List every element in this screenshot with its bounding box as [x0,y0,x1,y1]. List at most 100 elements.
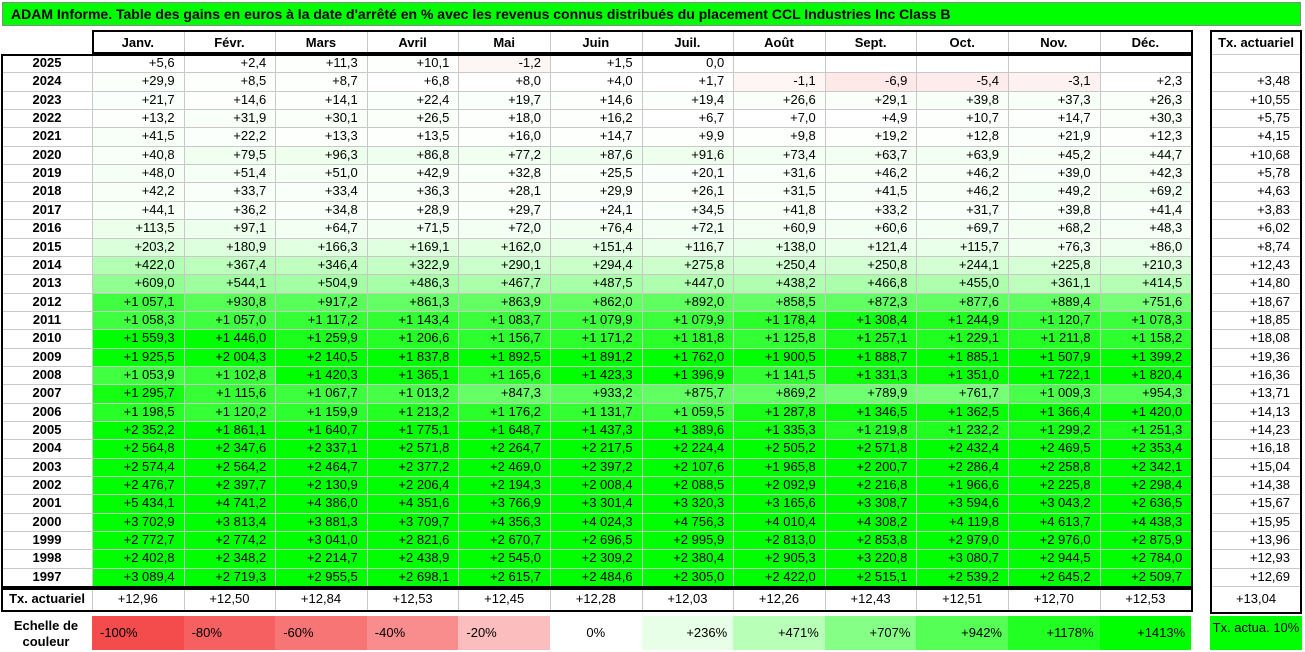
col-gridline [366,32,368,611]
table-cell: +1 013,2 [366,384,459,403]
table-cell: +4 438,3 [1099,512,1192,532]
row-gridline [2,586,1192,588]
row-gridline [2,255,1192,257]
table-cell: +250,8 [824,255,917,275]
table-cell: +41,8 [733,200,825,220]
table-cell: +4 386,0 [275,494,367,513]
table-cell [824,54,917,73]
table-cell: -6,9 [824,72,917,91]
table-cell: +863,9 [458,292,550,311]
table-cell: +87,6 [550,145,642,165]
year-label: 2011 [2,310,92,330]
table-cell: +1 211,8 [1008,329,1100,348]
table-cell: +29,9 [92,72,184,91]
year-rate-cell: +13,96 [1210,531,1302,550]
table-cell: +2 813,0 [733,531,825,550]
month-rate-cell: +12,43 [824,588,917,611]
table-cell: +2 484,6 [550,567,642,587]
col-gridline [275,32,277,611]
year-rate-cell: +18,08 [1210,329,1302,348]
table-cell: +1 423,3 [550,365,642,385]
table-cell: +2 636,5 [1099,494,1192,513]
row-gridline [1210,255,1302,257]
table-cell: +4 756,3 [641,512,734,532]
table-cell: +39,8 [1008,200,1100,220]
table-cell: +2 309,2 [550,549,642,568]
table-cell: +7,0 [733,109,825,128]
table-cell: +4 356,3 [458,512,550,532]
table-cell: 0,0 [641,54,734,73]
table-cell: +1 507,9 [1008,347,1100,366]
table-cell: +51,4 [183,164,276,183]
row-gridline [2,292,1192,294]
table-cell: +1 888,7 [824,347,917,366]
table-cell: +3 165,6 [733,494,825,513]
table-cell: +86,0 [1099,237,1192,256]
row-gridline [2,402,1192,404]
legend-swatch: -60% [275,616,367,650]
table-cell: +4,9 [824,109,917,128]
table-cell: +847,3 [458,384,550,403]
table-cell: +2,3 [1099,72,1192,91]
row-gridline [2,531,1192,533]
table-cell: +16,2 [550,109,642,128]
table-cell: +2 286,4 [916,457,1008,477]
table-cell: +504,9 [275,274,367,293]
table-cell: +1 335,3 [733,421,825,440]
row-gridline [1210,494,1302,496]
month-rate-cell: +12,03 [641,588,734,611]
table-cell: +1 176,2 [458,402,550,421]
table-cell: +1 131,7 [550,402,642,421]
col-gridline [916,32,918,611]
month-header: Avril [366,32,459,54]
year-label: 2009 [2,347,92,366]
month-rate-cell: +12,51 [916,588,1008,611]
table-cell: +8,7 [275,72,367,91]
table-cell: +2 130,9 [275,476,367,495]
table-cell: +5 434,1 [92,494,184,513]
table-cell: +4 024,3 [550,512,642,532]
month-rate-cell: +12,53 [1099,588,1192,611]
row-gridline [1210,145,1302,147]
table-cell: +1 102,8 [183,365,276,385]
table-cell: +21,7 [92,90,184,110]
table-cell: +5,6 [92,54,184,73]
table-cell: +2 469,0 [458,457,550,477]
table-cell: +2 821,6 [366,531,459,550]
year-rate-cell: +3,83 [1210,200,1302,220]
table-cell: +42,3 [1099,164,1192,183]
table-cell: +1 141,5 [733,365,825,385]
table-cell: +2 337,1 [275,439,367,458]
table-cell: +41,5 [824,182,917,201]
table-cell: +447,0 [641,274,734,293]
table-cell: +28,9 [366,200,459,220]
year-label: 2022 [2,109,92,128]
row-gridline [1210,90,1302,92]
table-cell: +761,7 [916,384,1008,403]
row-gridline [1210,512,1302,514]
year-rate-cell: +3,48 [1210,72,1302,91]
year-rate-cell: +14,38 [1210,476,1302,495]
table-cell: +1 346,5 [824,402,917,421]
legend-swatch: +707% [824,616,917,650]
year-rate-cell [1210,54,1302,73]
table-cell: +2 342,1 [1099,457,1192,477]
year-rate-cell: +18,85 [1210,310,1302,330]
table-cell: +2 719,3 [183,567,276,587]
table-cell: +414,5 [1099,274,1192,293]
row-gridline [1210,421,1302,422]
table-cell: +63,7 [824,145,917,165]
table-cell: +3 043,2 [1008,494,1100,513]
row-gridline [1210,567,1302,569]
legend-swatch: -40% [366,616,459,650]
year-label: 1998 [2,549,92,568]
year-label: 2016 [2,219,92,238]
table-cell: +31,9 [183,109,276,128]
table-cell: +1 396,9 [641,365,734,385]
table-cell: +19,4 [641,90,734,110]
col-gridline [458,32,460,611]
table-cell: +18,0 [458,109,550,128]
table-cell: +1 900,5 [733,347,825,366]
table-cell: +60,6 [824,219,917,238]
